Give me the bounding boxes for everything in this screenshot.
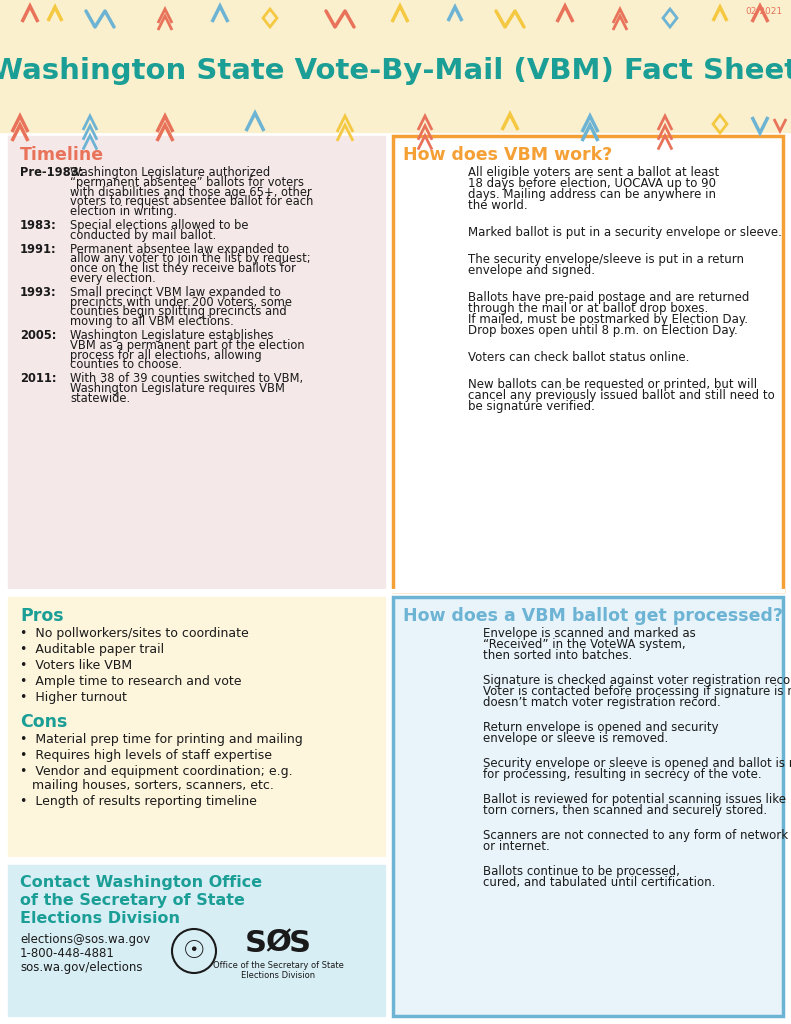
Text: Return envelope is opened and security: Return envelope is opened and security (483, 721, 719, 734)
Text: How does a VBM ballot get processed?: How does a VBM ballot get processed? (403, 607, 783, 625)
Text: the world.: the world. (468, 199, 528, 212)
Text: Cons: Cons (20, 713, 67, 731)
Text: Drop boxes open until 8 p.m. on Election Day.: Drop boxes open until 8 p.m. on Election… (468, 324, 738, 337)
Text: •  Ample time to research and vote: • Ample time to research and vote (20, 675, 241, 688)
Text: through the mail or at ballot drop boxes.: through the mail or at ballot drop boxes… (468, 302, 708, 315)
Text: days. Mailing address can be anywhere in: days. Mailing address can be anywhere in (468, 188, 716, 201)
Text: torn corners, then scanned and securely stored.: torn corners, then scanned and securely … (483, 804, 767, 817)
Text: Ballot is reviewed for potential scanning issues like: Ballot is reviewed for potential scannin… (483, 793, 786, 806)
Text: for processing, resulting in secrecy of the vote.: for processing, resulting in secrecy of … (483, 768, 762, 781)
Text: How does VBM work?: How does VBM work? (403, 146, 612, 164)
Text: If mailed, must be postmarked by Election Day.: If mailed, must be postmarked by Electio… (468, 313, 748, 326)
Text: S: S (245, 929, 267, 957)
Text: 1993:: 1993: (20, 286, 57, 299)
Bar (8, 597, 385, 859)
Text: or internet.: or internet. (483, 840, 550, 853)
Text: cancel any previously issued ballot and still need to: cancel any previously issued ballot and … (468, 389, 774, 402)
Text: conducted by mail ballot.: conducted by mail ballot. (70, 228, 216, 242)
Text: ☉: ☉ (183, 939, 205, 963)
Text: every election.: every election. (70, 272, 156, 285)
Text: •  Material prep time for printing and mailing: • Material prep time for printing and ma… (20, 733, 303, 746)
Text: of the Secretary of State: of the Secretary of State (20, 893, 245, 908)
Text: Envelope is scanned and marked as: Envelope is scanned and marked as (483, 627, 696, 640)
Text: With 38 of 39 counties switched to VBM,: With 38 of 39 counties switched to VBM, (70, 372, 303, 385)
Bar (8, 136, 385, 591)
Text: •  Requires high levels of staff expertise: • Requires high levels of staff expertis… (20, 749, 272, 762)
Text: voters to request absentee ballot for each: voters to request absentee ballot for ea… (70, 196, 313, 209)
Text: counties begin splitting precincts and: counties begin splitting precincts and (70, 305, 286, 318)
Text: Security envelope or sleeve is opened and ballot is removed: Security envelope or sleeve is opened an… (483, 757, 791, 770)
Text: Ballots continue to be processed,: Ballots continue to be processed, (483, 865, 680, 878)
Text: 1991:: 1991: (20, 243, 57, 256)
Text: envelope or sleeve is removed.: envelope or sleeve is removed. (483, 732, 668, 745)
Text: sos.wa.gov/elections: sos.wa.gov/elections (20, 961, 142, 974)
Text: elections@sos.wa.gov: elections@sos.wa.gov (20, 933, 150, 946)
Text: Ballots have pre-paid postage and are returned: Ballots have pre-paid postage and are re… (468, 291, 749, 304)
Text: Washington State Vote-By-Mail (VBM) Fact Sheet: Washington State Vote-By-Mail (VBM) Fact… (0, 57, 791, 85)
Text: Contact Washington Office: Contact Washington Office (20, 874, 262, 890)
Bar (8, 865, 385, 1016)
Text: Ø: Ø (265, 929, 291, 957)
Text: New ballots can be requested or printed, but will: New ballots can be requested or printed,… (468, 378, 757, 391)
Text: Small precinct VBM law expanded to: Small precinct VBM law expanded to (70, 286, 281, 299)
Text: Washington Legislature requires VBM: Washington Legislature requires VBM (70, 382, 285, 395)
Text: S: S (289, 929, 311, 957)
Text: moving to all VBM elections.: moving to all VBM elections. (70, 315, 234, 329)
Text: •  Auditable paper trail: • Auditable paper trail (20, 643, 164, 656)
Text: •  Length of results reporting timeline: • Length of results reporting timeline (20, 795, 257, 808)
Text: All eligible voters are sent a ballot at least: All eligible voters are sent a ballot at… (468, 166, 719, 179)
Text: precincts with under 200 voters, some: precincts with under 200 voters, some (70, 296, 292, 308)
Text: statewide.: statewide. (70, 392, 131, 404)
Text: Pros: Pros (20, 607, 63, 625)
Text: then sorted into batches.: then sorted into batches. (483, 649, 632, 662)
Text: Office of the Secretary of State: Office of the Secretary of State (213, 961, 343, 970)
Text: 02/2021: 02/2021 (745, 6, 782, 15)
Text: with disabilities and those age 65+, other: with disabilities and those age 65+, oth… (70, 185, 312, 199)
Text: counties to choose.: counties to choose. (70, 358, 182, 372)
Text: mailing houses, sorters, scanners, etc.: mailing houses, sorters, scanners, etc. (20, 779, 274, 792)
Text: Signature is checked against voter registration records.: Signature is checked against voter regis… (483, 674, 791, 687)
Text: 1-800-448-4881: 1-800-448-4881 (20, 947, 115, 961)
Text: VBM as a permanent part of the election: VBM as a permanent part of the election (70, 339, 305, 352)
Text: Elections Division: Elections Division (20, 911, 180, 926)
Text: Marked ballot is put in a security envelope or sleeve.: Marked ballot is put in a security envel… (468, 226, 782, 239)
Text: Elections Division: Elections Division (241, 971, 315, 980)
Text: 18 days before election, UOCAVA up to 90: 18 days before election, UOCAVA up to 90 (468, 177, 716, 190)
Text: 1983:: 1983: (20, 219, 57, 232)
Text: allow any voter to join the list by request;: allow any voter to join the list by requ… (70, 252, 311, 265)
Text: Special elections allowed to be: Special elections allowed to be (70, 219, 248, 232)
Text: once on the list they receive ballots for: once on the list they receive ballots fo… (70, 262, 296, 275)
Text: •  Vendor and equipment coordination; e.g.: • Vendor and equipment coordination; e.g… (20, 765, 293, 778)
Text: Washington Legislature establishes: Washington Legislature establishes (70, 329, 274, 342)
Text: Pre-1983:: Pre-1983: (20, 166, 83, 179)
Text: be signature verified.: be signature verified. (468, 400, 595, 413)
Text: •  Higher turnout: • Higher turnout (20, 691, 127, 705)
Text: 2005:: 2005: (20, 329, 56, 342)
Text: envelope and signed.: envelope and signed. (468, 264, 595, 278)
Text: 2011:: 2011: (20, 372, 56, 385)
Text: Voter is contacted before processing if signature is missing or: Voter is contacted before processing if … (483, 685, 791, 698)
Text: The security envelope/sleeve is put in a return: The security envelope/sleeve is put in a… (468, 253, 744, 266)
Text: Scanners are not connected to any form of network: Scanners are not connected to any form o… (483, 829, 788, 842)
Text: Voters can check ballot status online.: Voters can check ballot status online. (468, 351, 690, 364)
Text: Permanent absentee law expanded to: Permanent absentee law expanded to (70, 243, 290, 256)
Text: cured, and tabulated until certification.: cured, and tabulated until certification… (483, 876, 715, 889)
Text: Timeline: Timeline (20, 146, 104, 164)
Bar (393, 136, 783, 591)
Bar (0, 0, 791, 132)
Text: Washington Legislature authorized: Washington Legislature authorized (70, 166, 270, 179)
Text: doesn’t match voter registration record.: doesn’t match voter registration record. (483, 696, 721, 709)
Text: •  No pollworkers/sites to coordinate: • No pollworkers/sites to coordinate (20, 627, 248, 640)
Text: •  Voters like VBM: • Voters like VBM (20, 659, 132, 672)
Text: process for all elections, allowing: process for all elections, allowing (70, 348, 262, 361)
Text: “permanent absentee” ballots for voters: “permanent absentee” ballots for voters (70, 176, 304, 188)
Text: election in writing.: election in writing. (70, 205, 177, 218)
Bar (393, 597, 783, 1016)
Text: “Received” in the VoteWA system,: “Received” in the VoteWA system, (483, 638, 686, 651)
